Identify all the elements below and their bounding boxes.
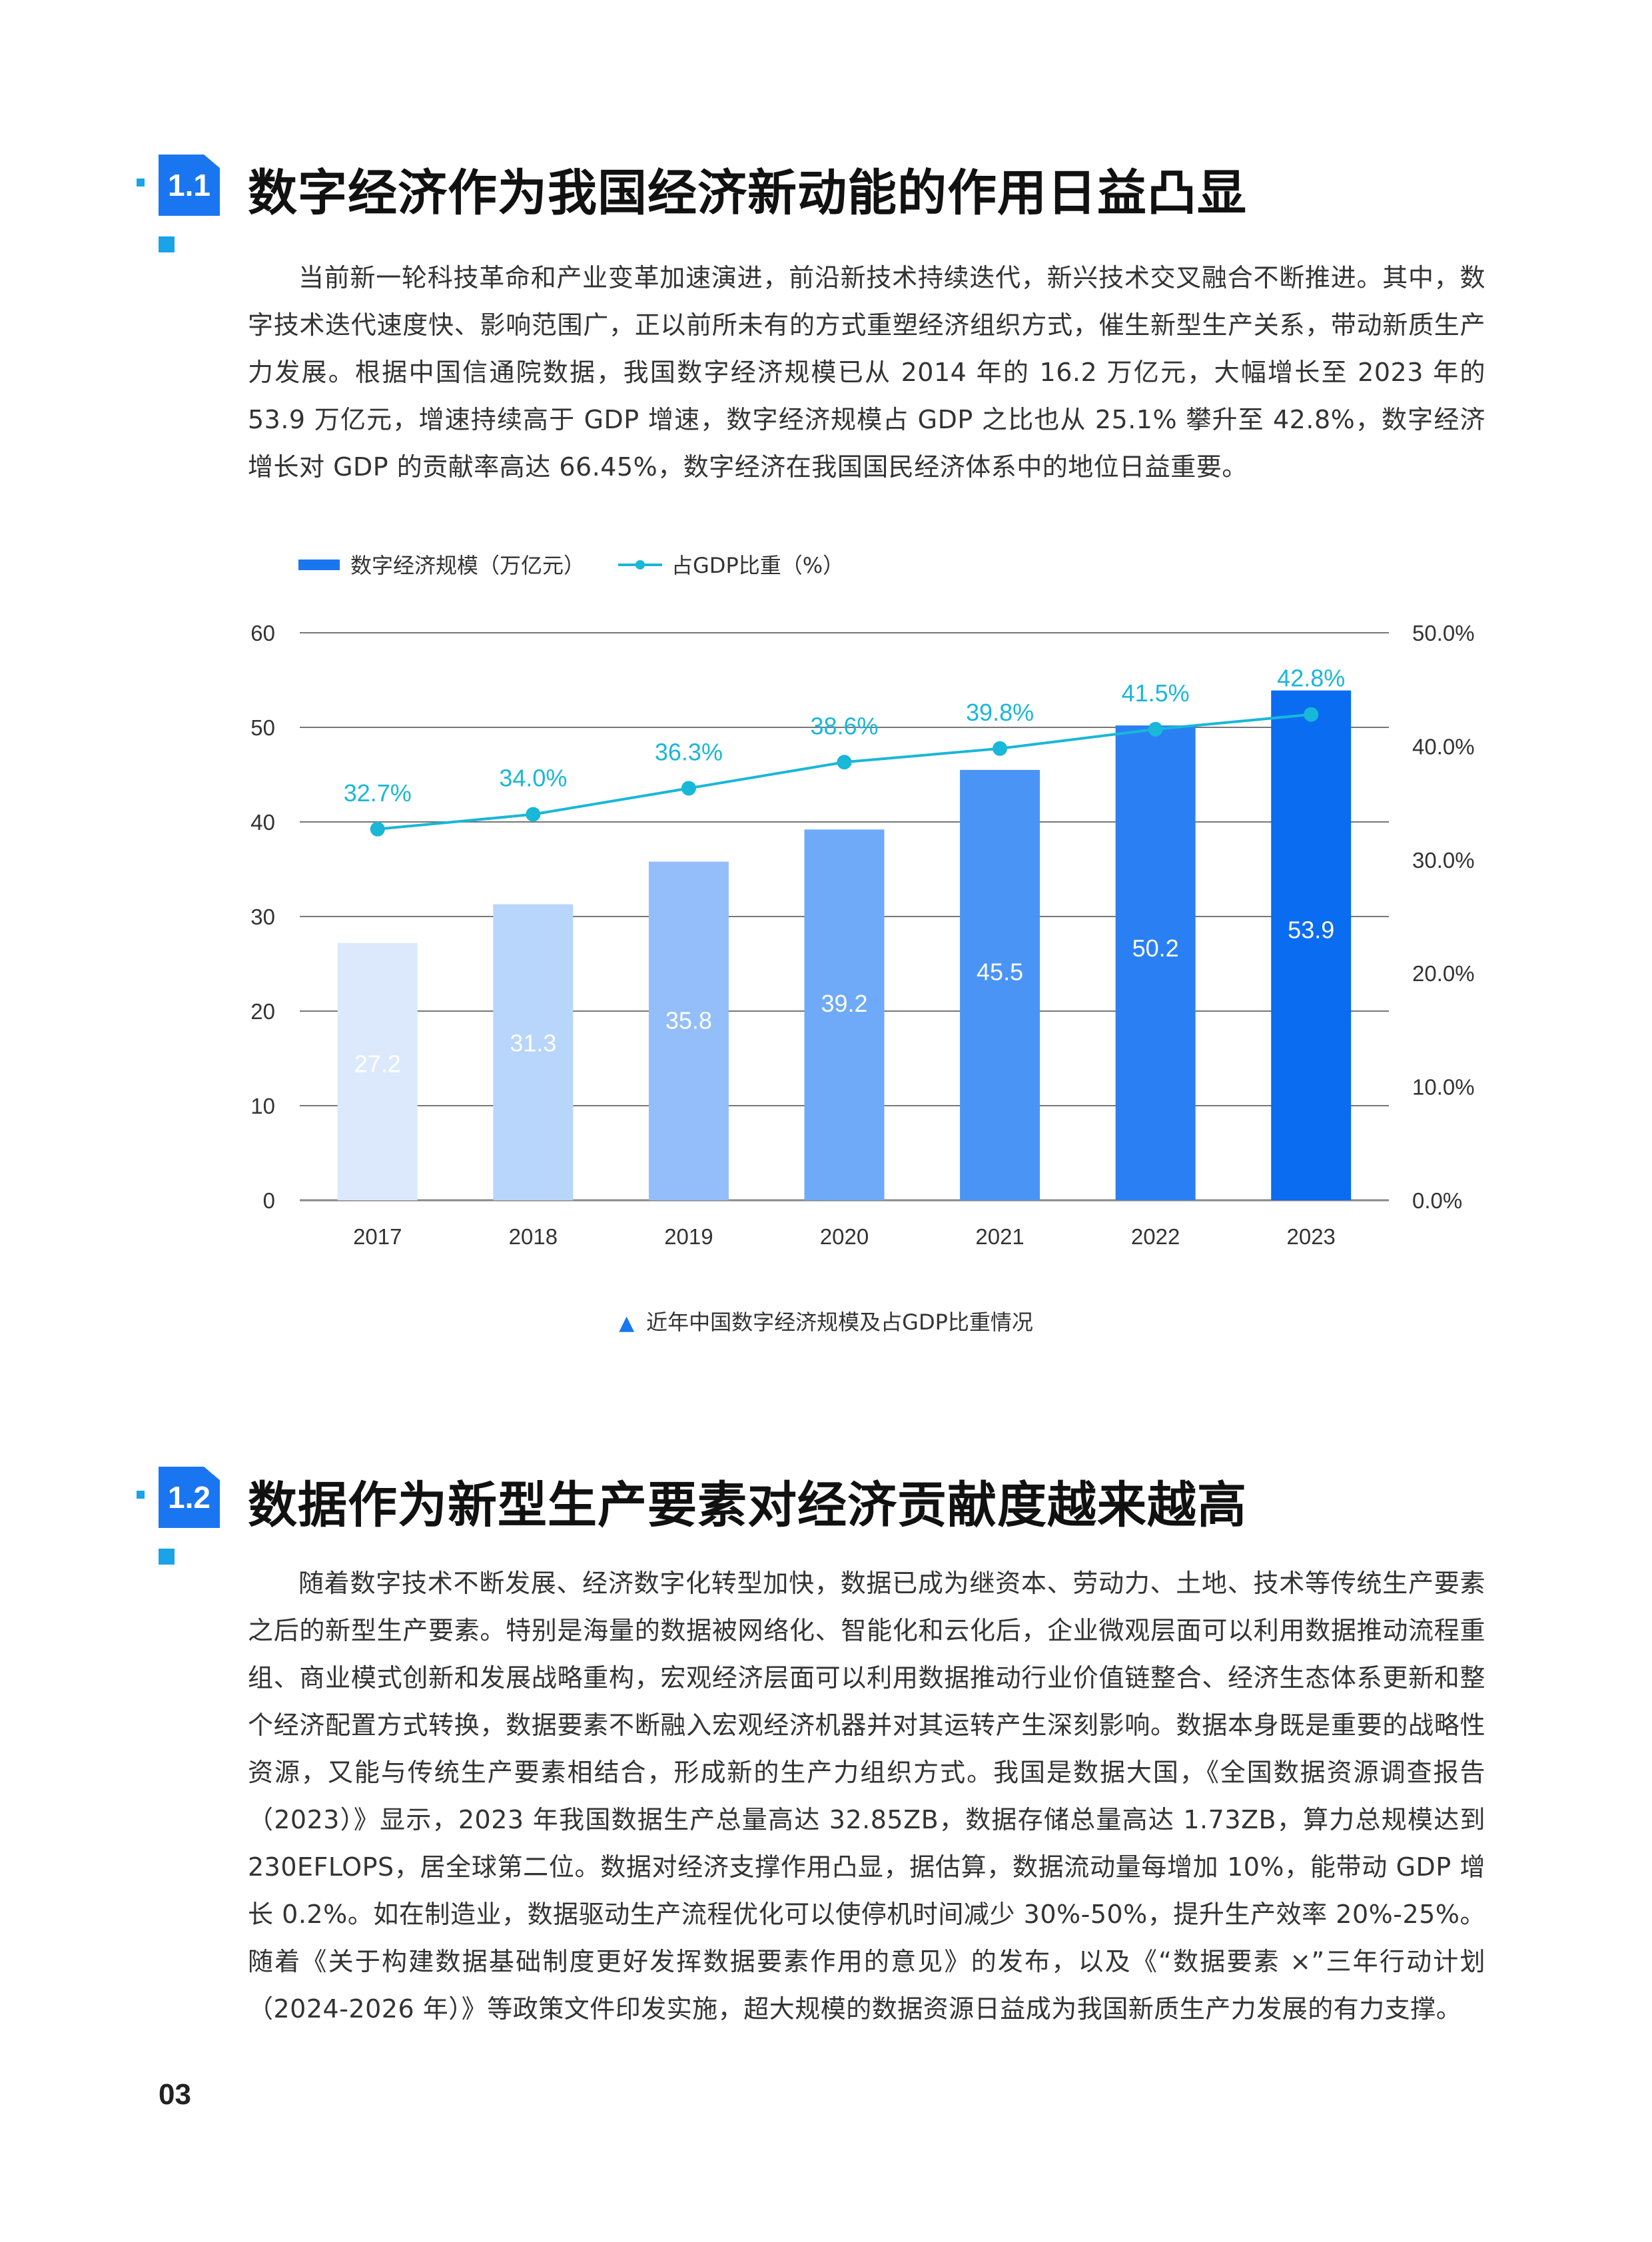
bar-value-label: 53.9 <box>1288 916 1334 943</box>
x-category-label: 2023 <box>1287 1224 1336 1249</box>
page-number: 03 <box>159 2078 191 2111</box>
ratio-value-label: 38.6% <box>810 712 878 739</box>
section-number: 1.1 <box>168 168 210 202</box>
chart-caption-text: 近年中国数字经济规模及占GDP比重情况 <box>646 1309 1033 1335</box>
badge-square-decoration <box>159 1549 175 1565</box>
left-tick-label: 50 <box>250 715 275 740</box>
bar-2019 <box>648 861 729 1200</box>
ratio-value-label: 34.0% <box>499 765 567 792</box>
x-category-label: 2020 <box>820 1224 869 1249</box>
line-series: 32.7% 34.0% 36.3% 38.6% 39.8% 41.5% 42.8% <box>344 665 1345 837</box>
badge-dot-decoration <box>137 1491 145 1499</box>
right-tick-label: 30.0% <box>1412 848 1475 873</box>
bar-series: 27.2 31.3 35.8 39.2 45.5 50.2 53.9 <box>337 690 1352 1200</box>
bar-2022 <box>1115 725 1196 1200</box>
left-tick-label: 40 <box>250 810 275 835</box>
section-number-badge: 1.1 <box>159 155 220 216</box>
legend-label-bar: 数字经济规模（万亿元） <box>350 553 585 578</box>
x-axis-categories: 2017 2018 2019 2020 2021 2022 2023 <box>353 1224 1336 1249</box>
section-number: 1.2 <box>168 1480 210 1515</box>
section-title: 数字经济作为我国经济新动能的作用日益凸显 <box>248 165 1247 222</box>
ratio-point-2020 <box>837 755 852 770</box>
x-category-label: 2018 <box>509 1224 558 1249</box>
bar-2018 <box>493 904 574 1200</box>
x-category-label: 2017 <box>353 1224 402 1249</box>
section-1-1-header: 1.1 数字经济作为我国经济新动能的作用日益凸显 <box>0 133 1652 253</box>
ratio-point-2021 <box>993 741 1008 756</box>
ratio-point-2019 <box>681 781 696 796</box>
bar-2021 <box>960 769 1040 1200</box>
right-tick-label: 20.0% <box>1412 961 1475 986</box>
legend-swatch-bar <box>298 560 340 570</box>
ratio-value-label: 32.7% <box>344 779 412 807</box>
bar-value-label: 45.5 <box>977 958 1023 986</box>
bar-2017 <box>337 942 418 1200</box>
left-tick-label: 10 <box>250 1094 275 1118</box>
bar-value-label: 39.2 <box>821 990 867 1017</box>
badge-square-decoration <box>159 236 175 252</box>
section-title: 数据作为新型生产要素对经济贡献度越来越高 <box>248 1477 1247 1534</box>
chart-caption: ▲ 近年中国数字经济规模及占GDP比重情况 <box>0 1306 1652 1336</box>
bar-2020 <box>804 829 885 1200</box>
triangle-icon: ▲ <box>619 1311 635 1335</box>
badge-dot-decoration <box>137 179 145 187</box>
ratio-point-2017 <box>370 821 385 837</box>
paragraph-text: 当前新一轮科技革命和产业变革加速演进，前沿新技术持续迭代，新兴技术交叉融合不断推… <box>248 263 1485 482</box>
right-tick-label: 0.0% <box>1412 1188 1462 1213</box>
ratio-point-2023 <box>1304 707 1319 722</box>
digital-economy-chart: 数字经济规模（万亿元） 占GDP比重（%） 0 10 20 30 40 50 60 0.0% 1… <box>250 553 1475 1249</box>
x-category-label: 2019 <box>664 1224 713 1249</box>
chart-legend: 数字经济规模（万亿元） 占GDP比重（%） <box>298 553 844 578</box>
right-tick-label: 40.0% <box>1412 734 1475 759</box>
section-paragraph: 当前新一轮科技革命和产业变革加速演进，前沿新技术持续迭代，新兴技术交叉融合不断推… <box>248 254 1485 491</box>
right-axis-ticks: 0.0% 10.0% 20.0% 30.0% 40.0% 50.0% <box>1412 621 1475 1213</box>
paragraph-text: 随着数字技术不断发展、经济数字化转型加快，数据已成为继资本、劳动力、土地、技术等… <box>248 1569 1485 2024</box>
bar-value-label: 50.2 <box>1132 934 1179 962</box>
x-category-label: 2022 <box>1131 1224 1180 1249</box>
ratio-point-2022 <box>1148 721 1163 737</box>
section-number-badge: 1.2 <box>159 1467 220 1528</box>
legend-swatch-marker <box>635 560 645 569</box>
left-axis-ticks: 0 10 20 30 40 50 60 <box>250 621 275 1213</box>
ratio-value-label: 39.8% <box>966 699 1034 726</box>
bar-value-label: 35.8 <box>665 1007 712 1034</box>
left-tick-label: 60 <box>250 621 275 645</box>
ratio-value-label: 42.8% <box>1277 665 1345 692</box>
bar-value-label: 31.3 <box>510 1029 556 1056</box>
section-1-2-header: 1.2 数据作为新型生产要素对经济贡献度越来越高 <box>0 1445 1652 1565</box>
bar-value-label: 27.2 <box>354 1050 401 1077</box>
left-tick-label: 30 <box>250 905 275 929</box>
legend-label-line: 占GDP比重（%） <box>671 553 844 578</box>
right-tick-label: 50.0% <box>1412 621 1475 645</box>
right-tick-label: 10.0% <box>1412 1075 1475 1100</box>
left-tick-label: 20 <box>250 999 275 1024</box>
x-category-label: 2021 <box>975 1224 1024 1249</box>
ratio-value-label: 36.3% <box>655 738 723 765</box>
ratio-value-label: 41.5% <box>1122 679 1190 707</box>
left-tick-label: 0 <box>263 1188 275 1213</box>
section-paragraph: 随着数字技术不断发展、经济数字化转型加快，数据已成为继资本、劳动力、土地、技术等… <box>248 1560 1485 2033</box>
bar-2023 <box>1271 690 1352 1200</box>
ratio-point-2018 <box>526 807 541 822</box>
